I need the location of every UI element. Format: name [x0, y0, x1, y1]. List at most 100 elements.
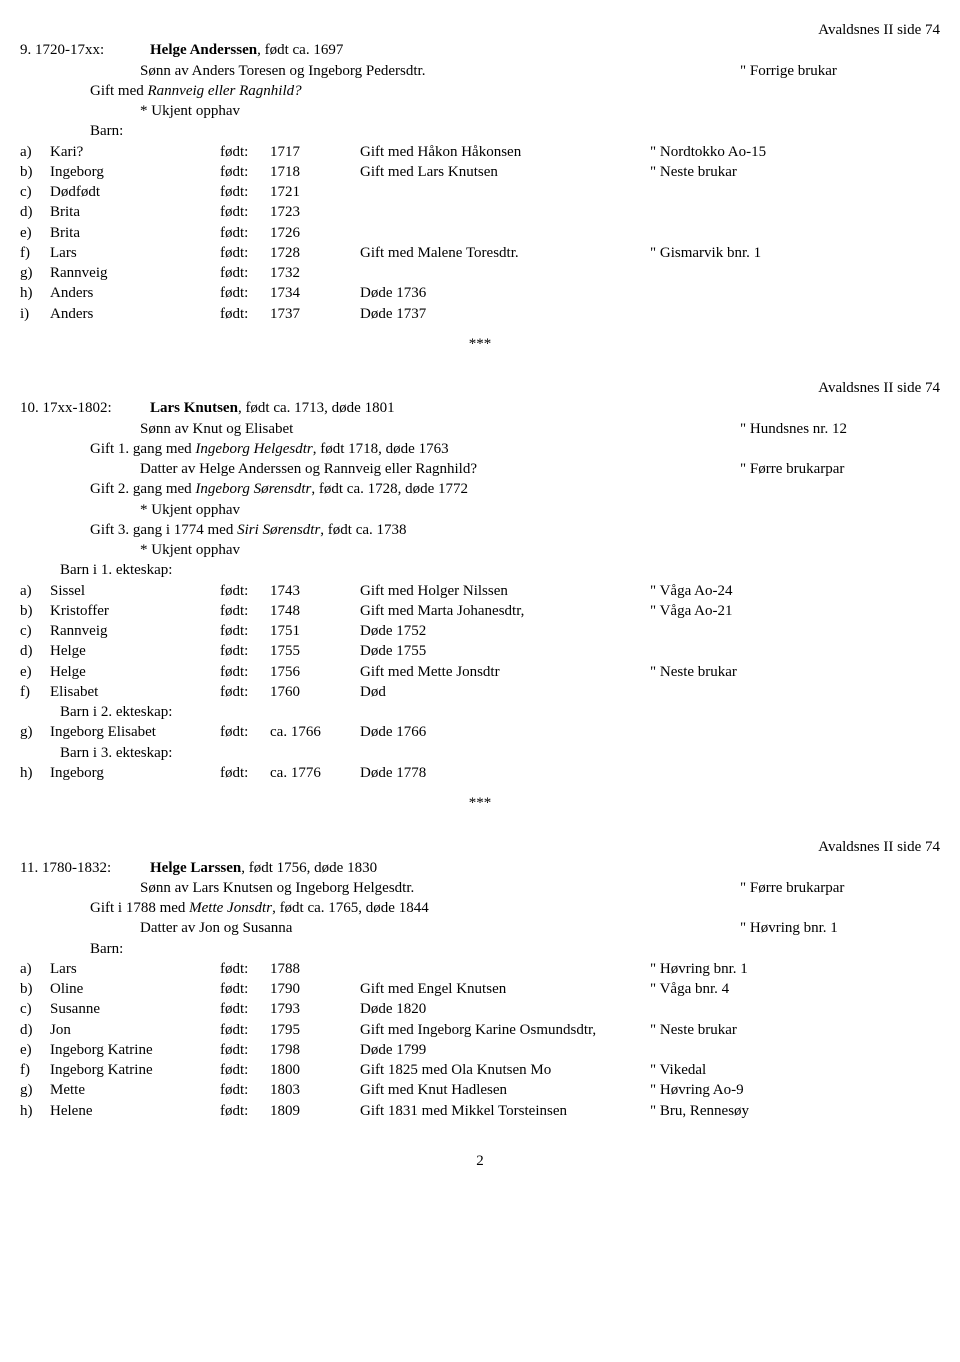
child-note: Døde 1799: [360, 1040, 650, 1060]
marriage-prefix: Gift 1. gang med: [90, 441, 195, 457]
child-fodt-label: født:: [220, 641, 270, 661]
person-name: Helge Larssen, født 1756, døde 1830: [150, 858, 940, 878]
child-ref: [650, 682, 940, 702]
child-letter: a): [20, 581, 50, 601]
child-fodt-label: født:: [220, 304, 270, 324]
person-name: Helge Anderssen, født ca. 1697: [150, 40, 940, 60]
child-year: 1748: [270, 601, 360, 621]
entry-header: 11. 1780-1832: Helge Larssen, født 1756,…: [20, 858, 940, 878]
child-name: Rannveig: [50, 621, 220, 641]
child-year: 1718: [270, 162, 360, 182]
marriage-line: Gift 3. gang i 1774 med Siri Sørensdtr, …: [20, 520, 940, 540]
origin-line: * Ukjent opphav: [20, 101, 940, 121]
child-letter: g): [20, 1080, 50, 1100]
child-year: 1737: [270, 304, 360, 324]
child-letter: h): [20, 763, 50, 783]
child-name: Ingeborg: [50, 162, 220, 182]
child-letter: d): [20, 641, 50, 661]
marriage-line: Gift 2. gang med Ingeborg Sørensdtr, fød…: [20, 479, 940, 499]
child-fodt-label: født:: [220, 662, 270, 682]
child-note: Døde 1752: [360, 621, 650, 641]
child-row: a)Larsfødt:1788" Høvring bnr. 1: [20, 959, 940, 979]
child-ref: [650, 182, 940, 202]
child-name: Susanne: [50, 999, 220, 1019]
child-note: [360, 223, 650, 243]
child-note: Gift med Engel Knutsen: [360, 979, 650, 999]
marriage-name: Rannveig eller Ragnhild?: [148, 83, 302, 99]
child-year: 1798: [270, 1040, 360, 1060]
child-note: [360, 959, 650, 979]
period: 9. 1720-17xx:: [20, 40, 150, 60]
marriage-line: Gift med Rannveig eller Ragnhild?: [20, 81, 940, 101]
child-ref: " Våga bnr. 4: [650, 979, 940, 999]
child-row: d)Helgefødt:1755Døde 1755: [20, 641, 940, 661]
child-name: Oline: [50, 979, 220, 999]
child-row: i)Andersfødt:1737Døde 1737: [20, 304, 940, 324]
marriage-sub-row: Datter av Helge Anderssen og Rannveig el…: [20, 459, 940, 479]
child-fodt-label: født:: [220, 682, 270, 702]
child-letter: a): [20, 142, 50, 162]
marriage-name: Mette Jonsdtr: [189, 900, 272, 916]
parent-ref: " Førre brukarpar: [740, 878, 940, 898]
marriage-sub-ref: " Førre brukarpar: [740, 459, 940, 479]
child-name: Rannveig: [50, 263, 220, 283]
marriage-prefix: Gift i 1788 med: [90, 900, 189, 916]
page-ref: Avaldsnes II side 74: [20, 378, 940, 398]
parent-ref: " Forrige brukar: [740, 61, 940, 81]
child-letter: c): [20, 182, 50, 202]
entry-header: 10. 17xx-1802: Lars Knutsen, født ca. 17…: [20, 398, 940, 418]
child-letter: e): [20, 223, 50, 243]
child-fodt-label: født:: [220, 223, 270, 243]
name-rest: , født 1756, døde 1830: [241, 860, 377, 876]
child-row: h)Andersfødt:1734Døde 1736: [20, 283, 940, 303]
child-year: 1732: [270, 263, 360, 283]
name-bold: Helge Larssen: [150, 860, 241, 876]
child-note: [360, 182, 650, 202]
children-section-header: Barn i 2. ekteskap:: [20, 702, 940, 722]
child-row: c)Dødfødtfødt:1721: [20, 182, 940, 202]
child-letter: e): [20, 662, 50, 682]
child-row: b)Ingeborgfødt:1718Gift med Lars Knutsen…: [20, 162, 940, 182]
child-note: [360, 263, 650, 283]
child-note: Døde 1737: [360, 304, 650, 324]
child-name: Anders: [50, 304, 220, 324]
page-ref: Avaldsnes II side 74: [20, 20, 940, 40]
child-note: Døde 1755: [360, 641, 650, 661]
child-note: Gift med Håkon Håkonsen: [360, 142, 650, 162]
child-letter: h): [20, 1101, 50, 1121]
child-year: 1756: [270, 662, 360, 682]
child-letter: e): [20, 1040, 50, 1060]
marriage-name: Siri Sørensdtr: [237, 522, 320, 538]
child-year: 1743: [270, 581, 360, 601]
child-ref: " Våga Ao-21: [650, 601, 940, 621]
child-row: e)Ingeborg Katrinefødt:1798Døde 1799: [20, 1040, 940, 1060]
child-fodt-label: født:: [220, 283, 270, 303]
child-fodt-label: født:: [220, 979, 270, 999]
child-row: g)Ingeborg Elisabetfødt:ca. 1766Døde 176…: [20, 722, 940, 742]
child-ref: " Høvring Ao-9: [650, 1080, 940, 1100]
child-year: 1723: [270, 202, 360, 222]
marriage-prefix: Gift 3. gang i 1774 med: [90, 522, 237, 538]
child-letter: i): [20, 304, 50, 324]
child-note: Døde 1778: [360, 763, 650, 783]
child-name: Helge: [50, 662, 220, 682]
child-ref: [650, 223, 940, 243]
child-letter: h): [20, 283, 50, 303]
children-label: Barn:: [20, 121, 940, 141]
child-name: Ingeborg Elisabet: [50, 722, 220, 742]
child-row: a)Sisselfødt:1743Gift med Holger Nilssen…: [20, 581, 940, 601]
child-fodt-label: født:: [220, 581, 270, 601]
child-ref: " Høvring bnr. 1: [650, 959, 940, 979]
parent-line-row: Sønn av Anders Toresen og Ingeborg Peder…: [20, 61, 940, 81]
child-letter: a): [20, 959, 50, 979]
child-letter: b): [20, 601, 50, 621]
marriage-sub: * Ukjent opphav: [20, 540, 940, 560]
child-note: [360, 202, 650, 222]
period: 11. 1780-1832:: [20, 858, 150, 878]
child-name: Ingeborg: [50, 763, 220, 783]
child-note: Død: [360, 682, 650, 702]
child-fodt-label: født:: [220, 1020, 270, 1040]
child-note: Gift med Marta Johanesdtr,: [360, 601, 650, 621]
child-ref: [650, 202, 940, 222]
child-year: 1734: [270, 283, 360, 303]
